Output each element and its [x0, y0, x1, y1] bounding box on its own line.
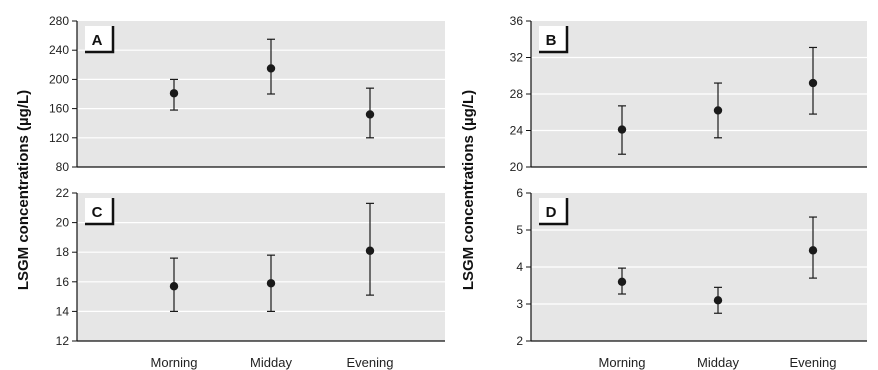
data-point [617, 277, 627, 286]
y-tick-label: 12 [56, 334, 70, 348]
y-tick-label: 20 [510, 160, 524, 174]
panel-d: 2 3 4 5 6 D Morning Midday Evening [516, 186, 867, 370]
panel-letter-box [539, 198, 567, 224]
y-tick-label: 18 [56, 245, 70, 259]
y-tick-label: 200 [49, 72, 69, 86]
data-point [617, 125, 627, 134]
panel-c: 12 14 16 18 20 22 C Morning Midday Evening [56, 186, 445, 370]
data-point [713, 106, 723, 115]
panel-letter-border [539, 198, 569, 226]
y-tick-label: 6 [516, 186, 523, 200]
y-tick-label: 22 [56, 186, 70, 200]
plot-background [77, 193, 445, 341]
y-tick-label: 80 [56, 160, 70, 174]
data-point [169, 282, 179, 291]
y-tick-label: 5 [516, 223, 523, 237]
panel-letter-border [85, 26, 115, 54]
y-axis-label-left: LSGM concentrations (µg/L) [15, 90, 32, 290]
data-point [713, 296, 723, 305]
panel-letter: D [546, 204, 557, 221]
panel-a: 80 120 160 200 240 280 A [49, 14, 445, 174]
plot-background [77, 21, 445, 167]
data-point [266, 279, 276, 288]
y-tick-label: 16 [56, 275, 70, 289]
panel-b: 20 24 28 32 36 B [510, 14, 867, 174]
data-point [266, 64, 276, 73]
y-tick-label: 120 [49, 131, 69, 145]
y-tick-label: 2 [516, 334, 523, 348]
panel-letter-border [539, 26, 569, 54]
data-point [169, 89, 179, 98]
x-category-label: Evening [790, 355, 837, 370]
panel-letter-box [85, 198, 113, 224]
y-tick-label: 4 [516, 260, 523, 274]
y-tick-label: 14 [56, 304, 70, 318]
x-category-label: Midday [250, 355, 292, 370]
y-tick-label: 20 [56, 216, 70, 230]
y-tick-label: 160 [49, 102, 69, 116]
panel-letter: B [546, 32, 557, 49]
y-tick-label: 28 [510, 87, 524, 101]
y-tick-label: 240 [49, 43, 69, 57]
panel-letter-border [85, 198, 115, 226]
panels: 80120160200240280A2024283236B12141618202… [49, 14, 867, 370]
x-category-label: Morning [599, 355, 646, 370]
panel-letter: A [92, 32, 103, 49]
y-tick-label: 280 [49, 14, 69, 28]
y-tick-label: 3 [516, 297, 523, 311]
x-category-label: Morning [151, 355, 198, 370]
x-category-label: Midday [697, 355, 739, 370]
data-point [808, 78, 818, 88]
data-point [365, 246, 375, 255]
y-tick-label: 36 [510, 14, 524, 28]
data-point [365, 110, 375, 119]
panel-letter-box [85, 26, 113, 52]
x-category-label: Evening [347, 355, 394, 370]
panel-letter: C [92, 204, 103, 221]
y-tick-label: 24 [510, 124, 524, 138]
data-point [808, 246, 818, 255]
y-tick-label: 32 [510, 51, 524, 65]
panel-letter-box [539, 26, 567, 52]
y-axis-label-right: LSGM concentrations (µg/L) [460, 90, 477, 290]
